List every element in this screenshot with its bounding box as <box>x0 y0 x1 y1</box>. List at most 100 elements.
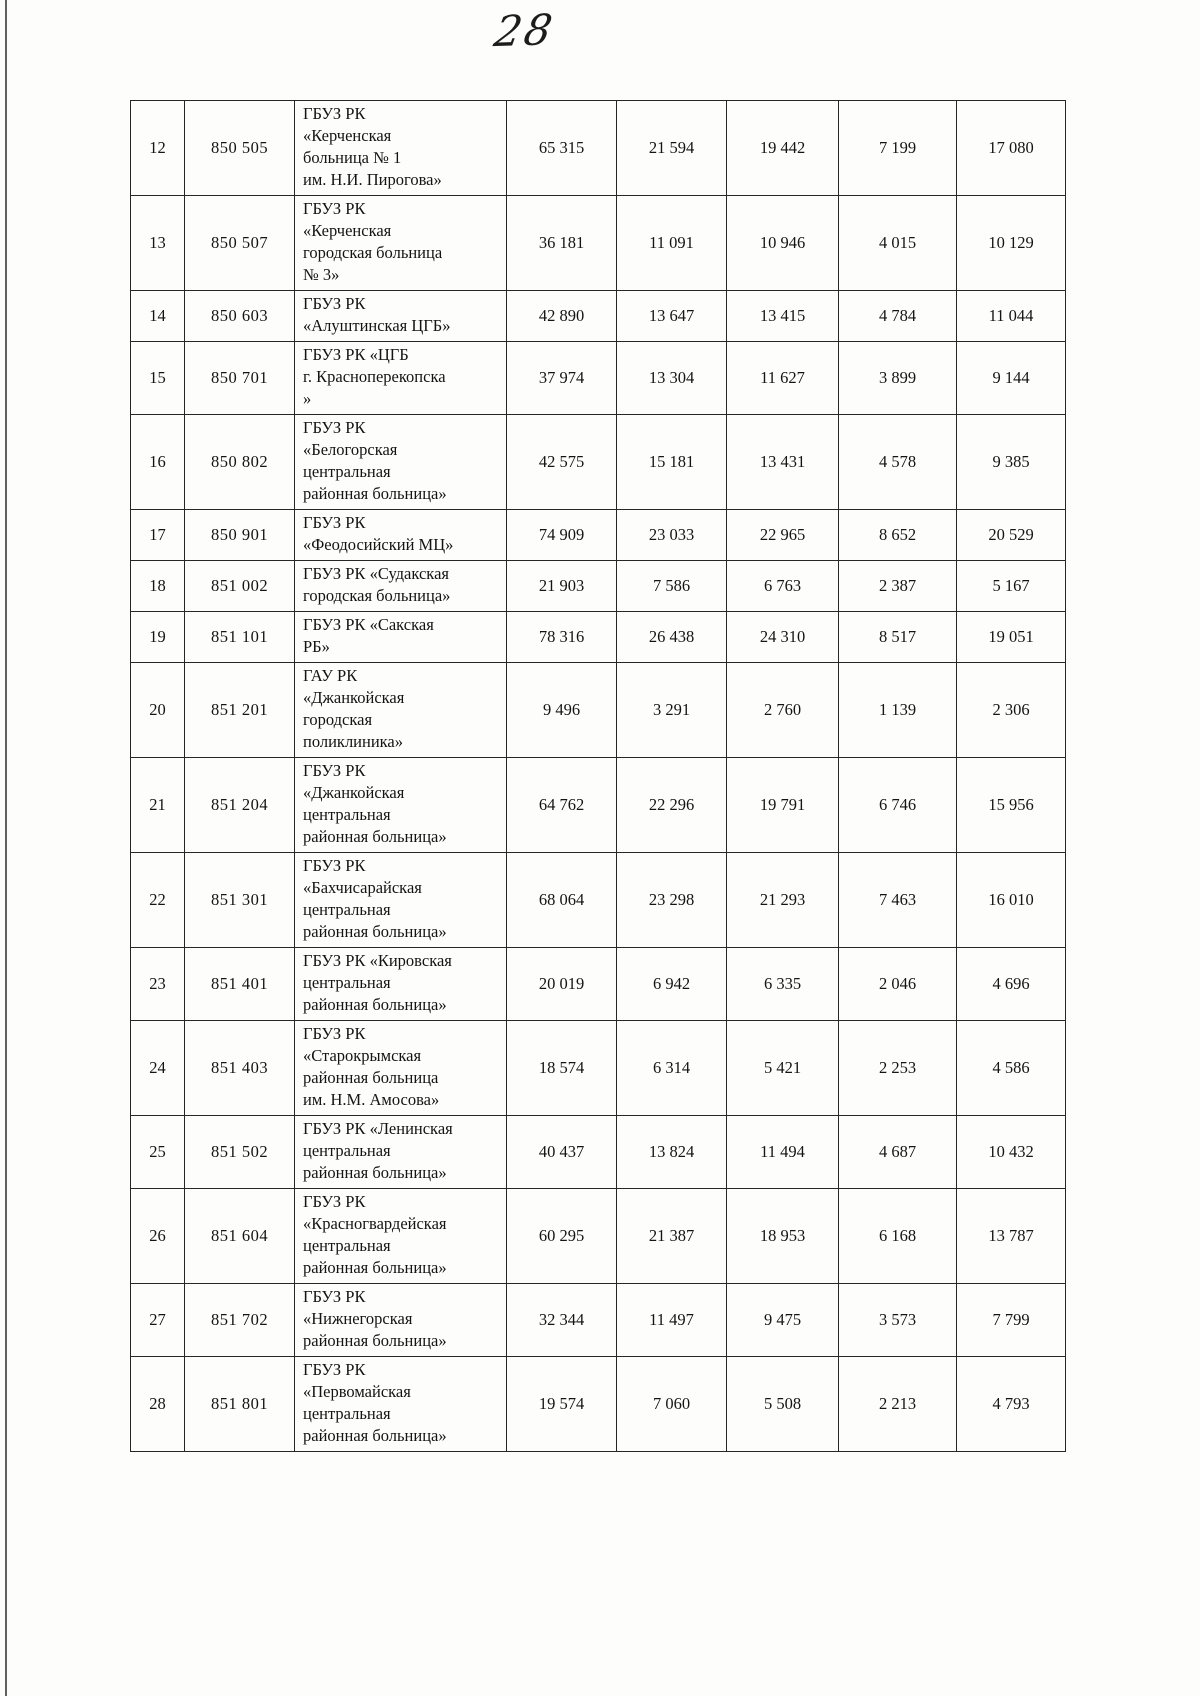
table-row: 15 850 701 ГБУЗ РК «ЦГБ г. Красноперекопск… <box>130 341 1066 415</box>
value-cell: 6 763 <box>726 560 839 612</box>
row-number-cell: 27 <box>130 1283 185 1357</box>
value-cell: 6 335 <box>726 947 839 1021</box>
value-cell: 22 296 <box>616 757 727 853</box>
row-number-cell: 22 <box>130 852 185 948</box>
value-cell: 13 787 <box>956 1188 1066 1284</box>
value-cell: 4 784 <box>838 290 957 342</box>
value-cell: 22 965 <box>726 509 839 561</box>
row-number-cell: 26 <box>130 1188 185 1284</box>
row-number-cell: 17 <box>130 509 185 561</box>
value-cell: 4 586 <box>956 1020 1066 1116</box>
value-cell: 21 903 <box>506 560 617 612</box>
value-cell: 40 437 <box>506 1115 617 1189</box>
value-cell: 11 044 <box>956 290 1066 342</box>
hospital-table: 12 850 505 ГБУЗ РК «Керченская больница № … <box>130 100 1066 1452</box>
value-cell: 5 167 <box>956 560 1066 612</box>
value-cell: 60 295 <box>506 1188 617 1284</box>
code-cell: 851 403 <box>184 1020 295 1116</box>
value-cell: 13 431 <box>726 414 839 510</box>
value-cell: 6 168 <box>838 1188 957 1284</box>
name-cell: ГБУЗ РК «Старокрымская районная больница… <box>294 1020 507 1116</box>
value-cell: 19 791 <box>726 757 839 853</box>
table-row: 19 851 101 ГБУЗ РК «Сакская РБ» 78 316 26 43… <box>130 611 1066 663</box>
code-cell: 851 002 <box>184 560 295 612</box>
value-cell: 32 344 <box>506 1283 617 1357</box>
name-cell: ГБУЗ РК «Нижнегорская районная больница» <box>294 1283 507 1357</box>
value-cell: 3 899 <box>838 341 957 415</box>
code-cell: 851 101 <box>184 611 295 663</box>
value-cell: 9 475 <box>726 1283 839 1357</box>
value-cell: 65 315 <box>506 100 617 196</box>
value-cell: 7 199 <box>838 100 957 196</box>
code-cell: 851 201 <box>184 662 295 758</box>
scan-edge-artifact <box>5 0 7 1696</box>
row-number-cell: 24 <box>130 1020 185 1116</box>
code-cell: 851 604 <box>184 1188 295 1284</box>
row-number-cell: 21 <box>130 757 185 853</box>
table-row: 21 851 204 ГБУЗ РК «Джанкойская центральна… <box>130 757 1066 853</box>
name-cell: ГБУЗ РК «Красногвардейская центральная р… <box>294 1188 507 1284</box>
value-cell: 2 253 <box>838 1020 957 1116</box>
value-cell: 20 019 <box>506 947 617 1021</box>
table-row: 12 850 505 ГБУЗ РК «Керченская больница № … <box>130 100 1066 196</box>
code-cell: 850 507 <box>184 195 295 291</box>
value-cell: 15 181 <box>616 414 727 510</box>
code-cell: 851 702 <box>184 1283 295 1357</box>
value-cell: 74 909 <box>506 509 617 561</box>
table-row: 16 850 802 ГБУЗ РК «Белогорская центральна… <box>130 414 1066 510</box>
value-cell: 7 463 <box>838 852 957 948</box>
value-cell: 24 310 <box>726 611 839 663</box>
value-cell: 4 793 <box>956 1356 1066 1452</box>
code-cell: 851 801 <box>184 1356 295 1452</box>
value-cell: 21 387 <box>616 1188 727 1284</box>
value-cell: 13 304 <box>616 341 727 415</box>
name-cell: ГБУЗ РК «Джанкойская центральная районна… <box>294 757 507 853</box>
value-cell: 8 517 <box>838 611 957 663</box>
value-cell: 2 760 <box>726 662 839 758</box>
table-row: 25 851 502 ГБУЗ РК «Ленинская центральная … <box>130 1115 1066 1189</box>
value-cell: 11 627 <box>726 341 839 415</box>
row-number-cell: 18 <box>130 560 185 612</box>
name-cell: ГБУЗ РК «Кировская центральная районная … <box>294 947 507 1021</box>
name-cell: ГБУЗ РК «Первомайская центральная районн… <box>294 1356 507 1452</box>
value-cell: 1 139 <box>838 662 957 758</box>
name-cell: ГБУЗ РК «Судакская городская больница» <box>294 560 507 612</box>
name-cell: ГБУЗ РК «Ленинская центральная районная … <box>294 1115 507 1189</box>
value-cell: 5 508 <box>726 1356 839 1452</box>
value-cell: 2 387 <box>838 560 957 612</box>
name-cell: ГБУЗ РК «Сакская РБ» <box>294 611 507 663</box>
table-row: 14 850 603 ГБУЗ РК «Алуштинская ЦГБ» 42 890… <box>130 290 1066 342</box>
value-cell: 9 496 <box>506 662 617 758</box>
name-cell: ГАУ РК «Джанкойская городская поликлиник… <box>294 662 507 758</box>
table-row: 28 851 801 ГБУЗ РК «Первомайская центральн… <box>130 1356 1066 1452</box>
table-row: 27 851 702 ГБУЗ РК «Нижнегорская районная … <box>130 1283 1066 1357</box>
value-cell: 21 293 <box>726 852 839 948</box>
code-cell: 850 802 <box>184 414 295 510</box>
value-cell: 19 574 <box>506 1356 617 1452</box>
value-cell: 37 974 <box>506 341 617 415</box>
value-cell: 11 497 <box>616 1283 727 1357</box>
value-cell: 15 956 <box>956 757 1066 853</box>
value-cell: 18 953 <box>726 1188 839 1284</box>
row-number-cell: 23 <box>130 947 185 1021</box>
value-cell: 6 314 <box>616 1020 727 1116</box>
row-number-cell: 15 <box>130 341 185 415</box>
value-cell: 2 306 <box>956 662 1066 758</box>
name-cell: ГБУЗ РК «Бахчисарайская центральная райо… <box>294 852 507 948</box>
value-cell: 2 046 <box>838 947 957 1021</box>
value-cell: 19 051 <box>956 611 1066 663</box>
value-cell: 68 064 <box>506 852 617 948</box>
table-row: 18 851 002 ГБУЗ РК «Судакская городская бо… <box>130 560 1066 612</box>
value-cell: 3 573 <box>838 1283 957 1357</box>
value-cell: 19 442 <box>726 100 839 196</box>
value-cell: 5 421 <box>726 1020 839 1116</box>
value-cell: 6 746 <box>838 757 957 853</box>
value-cell: 9 144 <box>956 341 1066 415</box>
row-number-cell: 13 <box>130 195 185 291</box>
row-number-cell: 19 <box>130 611 185 663</box>
name-cell: ГБУЗ РК «Феодосийский МЦ» <box>294 509 507 561</box>
name-cell: ГБУЗ РК «Керченская больница № 1 им. Н.И… <box>294 100 507 196</box>
value-cell: 42 890 <box>506 290 617 342</box>
value-cell: 13 415 <box>726 290 839 342</box>
value-cell: 42 575 <box>506 414 617 510</box>
